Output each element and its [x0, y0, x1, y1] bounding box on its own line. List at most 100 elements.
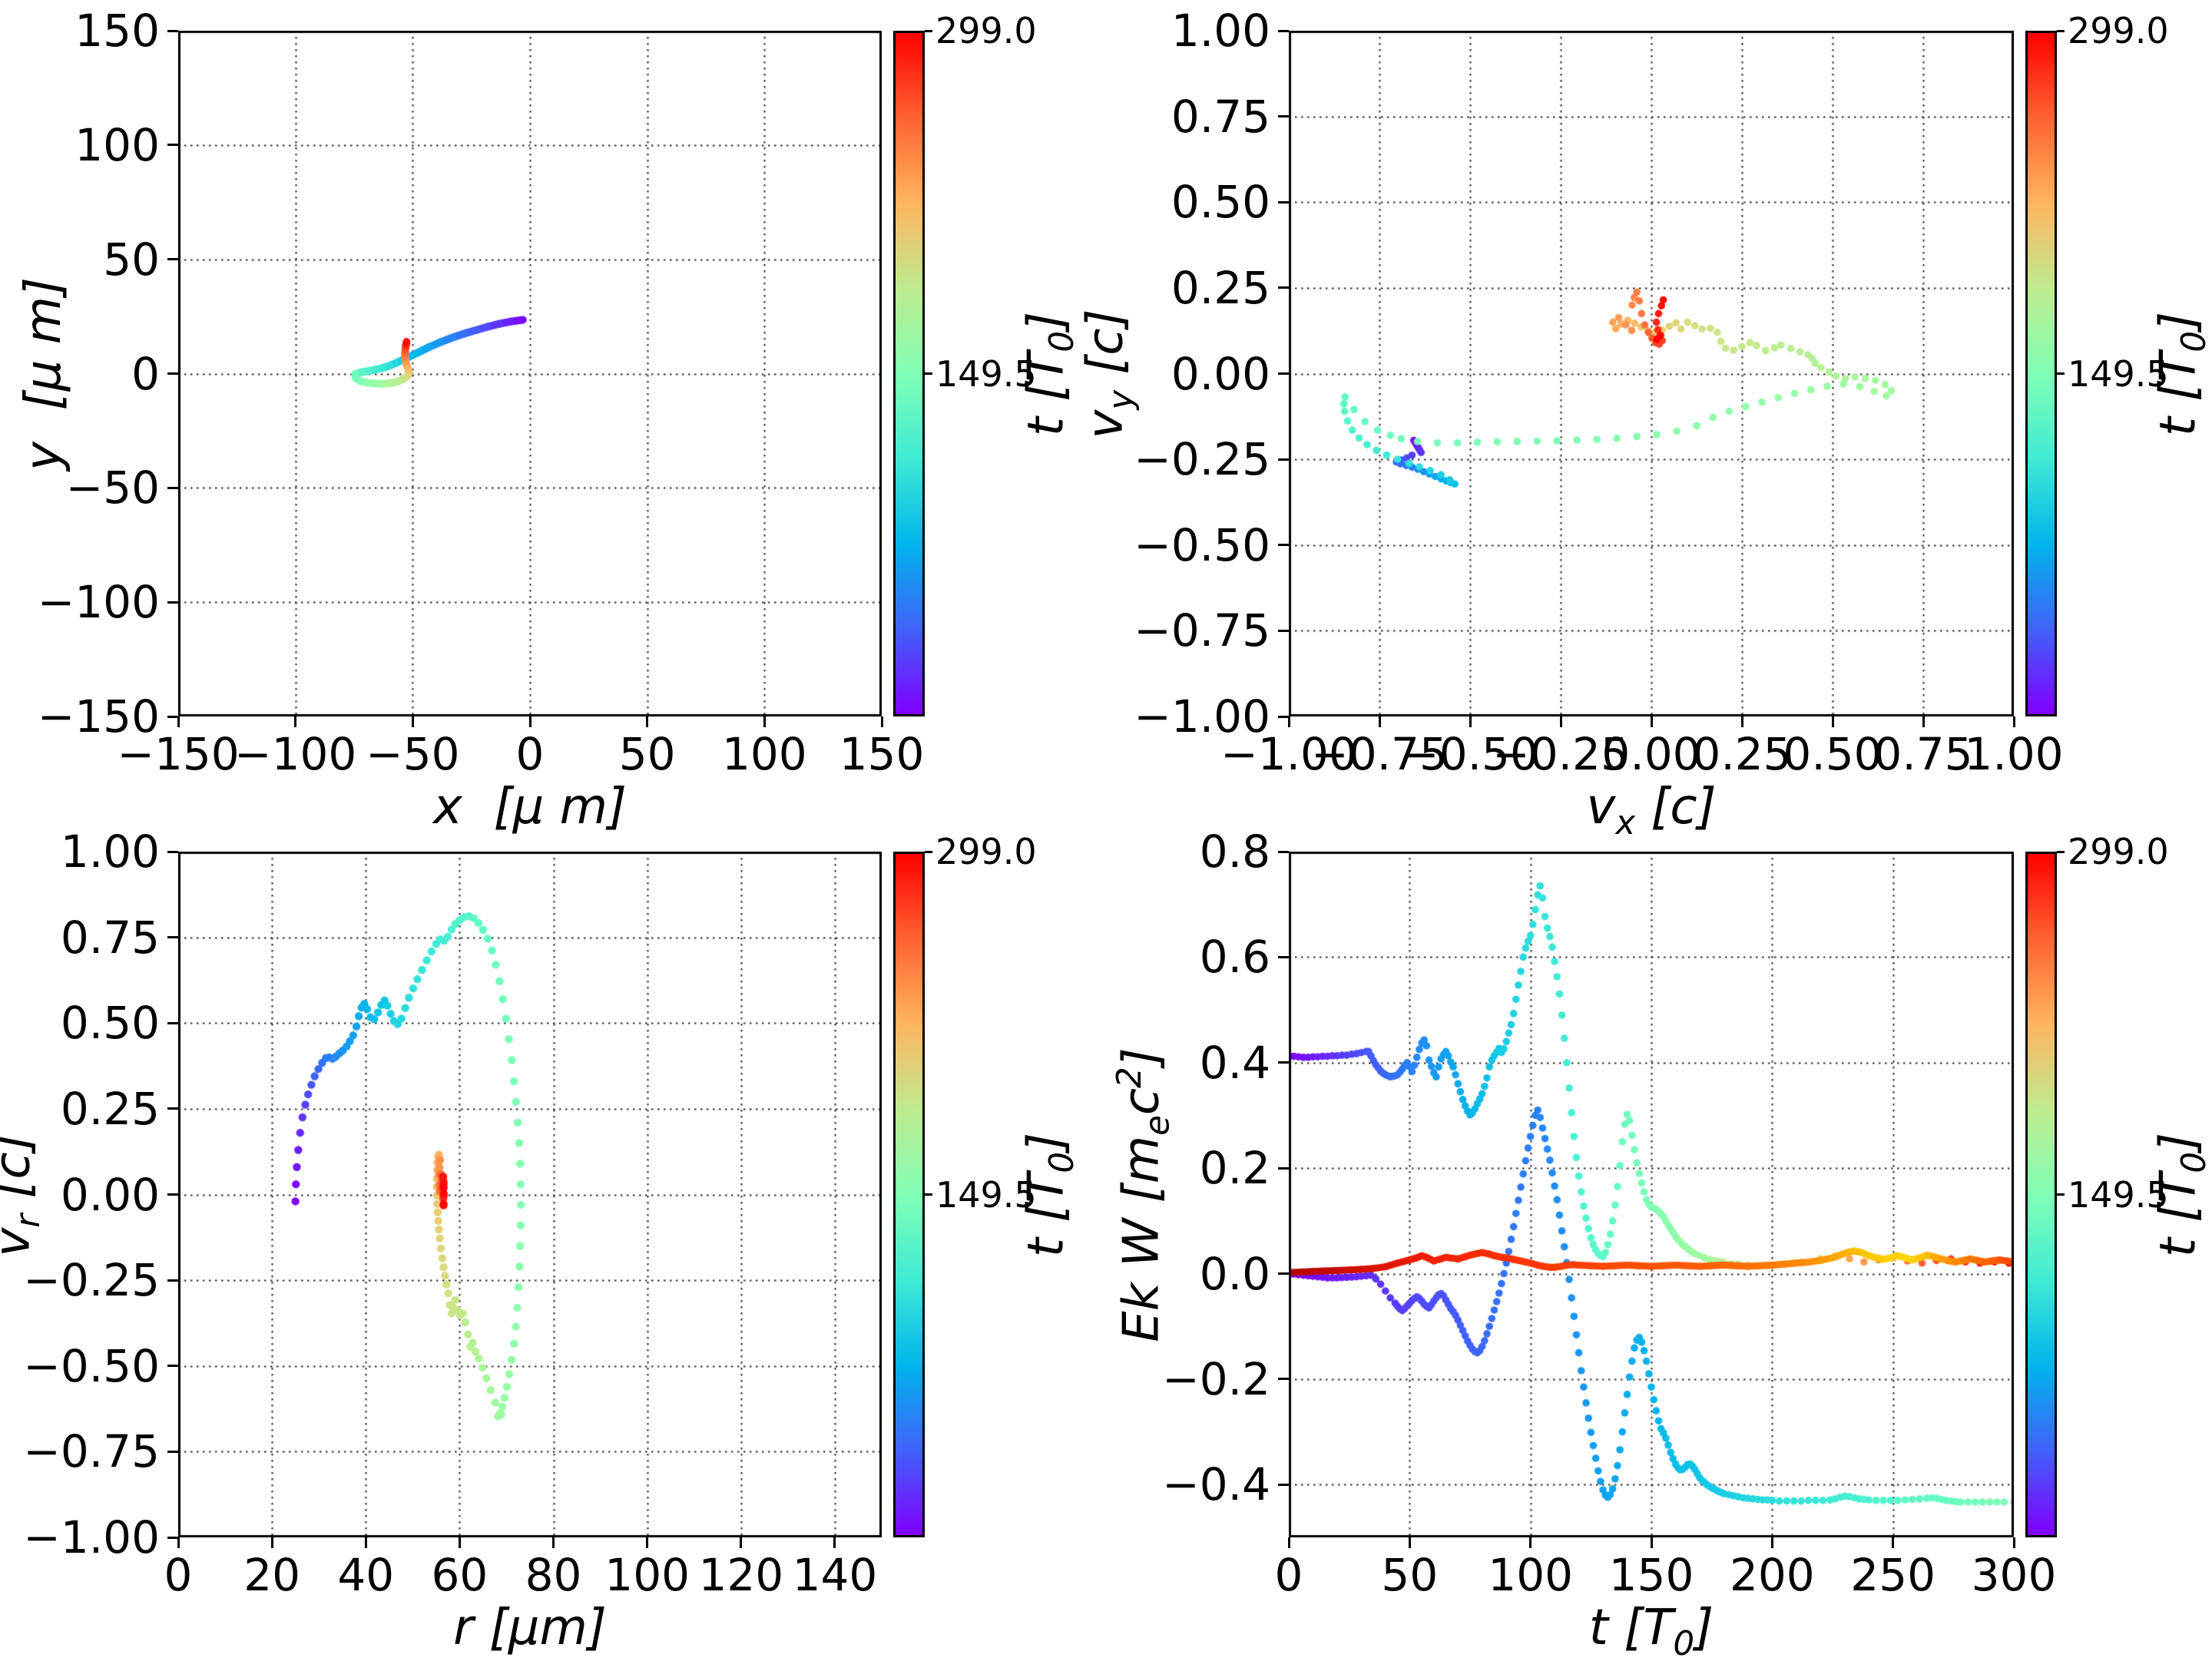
y-tick-label: 0.00	[60, 1168, 160, 1221]
y-tick-mark	[1278, 955, 1289, 958]
x-tick-mark	[177, 1537, 180, 1548]
x-tick-mark	[2012, 1537, 2015, 1548]
radial-r-vr-colorbar	[893, 852, 925, 1537]
colorbar-tick-mark	[925, 29, 932, 32]
x-tick-label: 0.00	[1601, 728, 1701, 780]
y-tick-mark	[1278, 1166, 1289, 1170]
trajectory-x-y-x-axis-label: x [μ m]	[433, 779, 627, 836]
y-tick-label: 1.00	[1171, 5, 1270, 57]
y-tick-label: 0.25	[60, 1082, 160, 1135]
x-tick-mark	[1922, 716, 1925, 727]
x-tick-mark	[458, 1537, 461, 1548]
x-tick-label: 0.50	[1783, 728, 1883, 780]
x-tick-mark	[364, 1537, 367, 1548]
x-tick-mark	[1892, 1537, 1895, 1548]
x-tick-mark	[294, 716, 297, 727]
x-tick-mark	[1650, 1537, 1653, 1548]
y-tick-label: −0.4	[1162, 1458, 1270, 1511]
x-tick-label: 50	[618, 728, 676, 780]
x-tick-label: 1.00	[1964, 728, 2064, 780]
y-tick-label: 0.50	[1171, 176, 1270, 229]
y-tick-mark	[167, 1193, 178, 1196]
x-tick-mark	[1831, 716, 1834, 727]
x-tick-label: 0	[164, 1549, 193, 1601]
radial-r-vr-x-axis-label: r [μm]	[453, 1600, 607, 1656]
y-tick-mark	[167, 1021, 178, 1024]
x-tick-mark	[270, 1537, 273, 1548]
y-tick-mark	[167, 372, 178, 375]
x-tick-label: 50	[1381, 1549, 1439, 1601]
y-tick-mark	[167, 850, 178, 853]
y-tick-label: 0.4	[1199, 1036, 1270, 1089]
x-tick-mark	[646, 1537, 649, 1548]
y-tick-mark	[1278, 629, 1289, 632]
y-tick-mark	[167, 1536, 178, 1539]
energy-vs-time-colorbar	[2025, 852, 2057, 1537]
x-tick-label: 150	[1608, 1549, 1694, 1601]
y-tick-label: 0.2	[1199, 1142, 1270, 1195]
colorbar-tick-label: 299.0	[2068, 10, 2169, 51]
y-tick-mark	[1278, 286, 1289, 290]
x-tick-label: 20	[243, 1549, 301, 1601]
x-tick-label: 0	[1274, 1549, 1303, 1601]
y-tick-mark	[167, 486, 178, 489]
x-tick-mark	[1378, 716, 1381, 727]
y-tick-mark	[167, 1450, 178, 1453]
y-tick-label: 0.8	[1199, 826, 1270, 878]
x-tick-label: 80	[525, 1549, 582, 1601]
x-tick-mark	[763, 716, 766, 727]
x-tick-mark	[1559, 716, 1562, 727]
y-tick-label: −0.75	[1134, 604, 1270, 657]
x-tick-label: 300	[1971, 1549, 2057, 1601]
y-tick-label: 100	[75, 118, 160, 171]
energy-vs-time-canvas	[1289, 852, 2014, 1537]
y-tick-label: −0.50	[23, 1339, 160, 1392]
x-tick-mark	[552, 1537, 555, 1548]
velocity-vx-vy-canvas	[1289, 31, 2014, 716]
y-tick-label: −1.00	[23, 1511, 160, 1563]
x-tick-mark	[1287, 1537, 1290, 1548]
y-tick-mark	[167, 1365, 178, 1368]
x-tick-mark	[177, 716, 180, 727]
y-tick-mark	[1278, 715, 1289, 718]
colorbar-tick-label: 149.5	[935, 1173, 1037, 1216]
y-tick-mark	[167, 715, 178, 718]
x-tick-label: 0.75	[1873, 728, 1973, 780]
colorbar-tick-label: 299.0	[2068, 831, 2169, 872]
colorbar-tick-mark	[925, 1193, 932, 1196]
colorbar-tick-label: 149.5	[2068, 1173, 2169, 1216]
x-tick-mark	[1408, 1537, 1411, 1548]
colorbar-tick-mark	[2057, 850, 2065, 853]
y-tick-label: 0.00	[1171, 347, 1270, 400]
y-tick-mark	[1278, 372, 1289, 375]
x-tick-mark	[528, 716, 531, 727]
y-tick-label: −0.75	[23, 1425, 160, 1478]
x-tick-label: 40	[337, 1549, 395, 1601]
x-tick-label: 250	[1850, 1549, 1936, 1601]
y-tick-mark	[1278, 1378, 1289, 1381]
x-tick-mark	[1770, 1537, 1773, 1548]
y-tick-label: −0.2	[1162, 1352, 1270, 1405]
y-tick-label: 0	[131, 347, 160, 400]
y-tick-label: 50	[103, 233, 160, 286]
y-tick-label: 0.75	[60, 911, 160, 964]
y-tick-label: −0.25	[23, 1254, 160, 1307]
y-tick-label: −1.00	[1134, 690, 1270, 743]
x-tick-label: −1.00	[1220, 728, 1357, 780]
x-tick-label: −50	[366, 728, 460, 780]
x-tick-mark	[1529, 1537, 1532, 1548]
y-tick-label: 0.25	[1171, 261, 1270, 314]
y-tick-label: −150	[37, 690, 160, 743]
x-tick-label: 150	[839, 728, 925, 780]
x-tick-mark	[411, 716, 414, 727]
x-tick-label: −150	[117, 728, 240, 780]
colorbar-tick-label: 299.0	[935, 831, 1037, 872]
y-tick-mark	[167, 936, 178, 939]
energy-vs-time-colorbar-label: t [T0]	[2150, 1132, 2212, 1257]
y-tick-mark	[1278, 29, 1289, 32]
colorbar-tick-label: 149.5	[2068, 352, 2169, 395]
x-tick-label: −0.50	[1402, 728, 1538, 780]
